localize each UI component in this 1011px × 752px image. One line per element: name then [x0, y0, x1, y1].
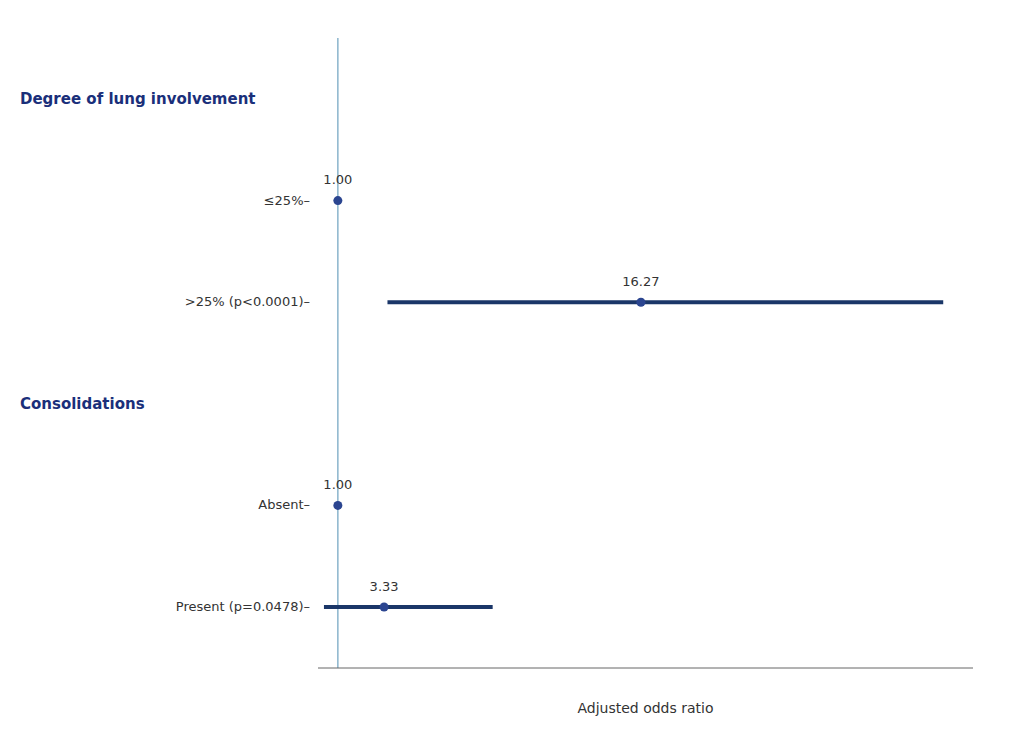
svg-text:1.00: 1.00	[323, 477, 352, 492]
svg-text:1.00: 1.00	[323, 172, 352, 187]
svg-text:Adjusted odds ratio: Adjusted odds ratio	[577, 700, 713, 716]
svg-text:3.33: 3.33	[370, 579, 399, 594]
svg-text:Consolidations: Consolidations	[20, 395, 145, 413]
svg-text:Present (p=0.0478)–: Present (p=0.0478)–	[176, 599, 310, 614]
svg-text:≤25%–: ≤25%–	[264, 193, 310, 208]
svg-text:Degree of lung involvement: Degree of lung involvement	[20, 90, 256, 108]
svg-text:Absent–: Absent–	[258, 497, 310, 512]
svg-text:16.27: 16.27	[622, 274, 659, 289]
svg-text:>25% (p<0.0001)–: >25% (p<0.0001)–	[185, 294, 310, 309]
